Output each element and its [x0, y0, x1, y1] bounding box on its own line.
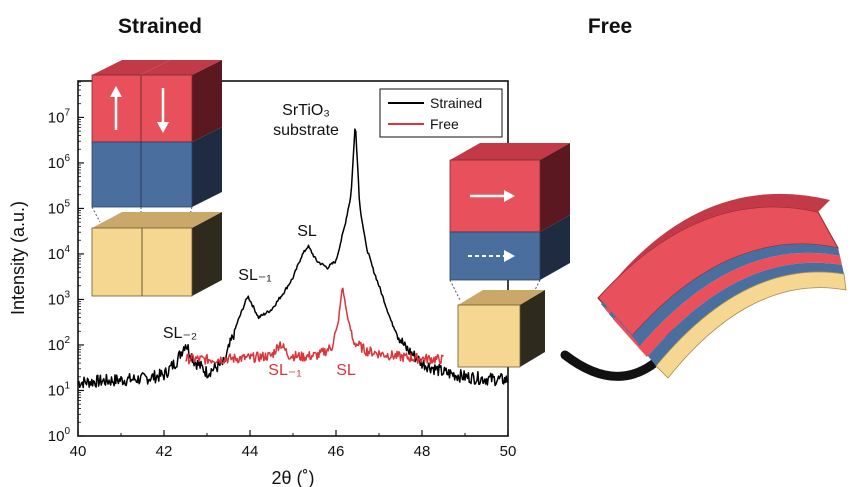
y-tick-label: 103	[48, 289, 71, 308]
y-tick-label: 105	[48, 198, 71, 217]
y-tick-label: 101	[48, 380, 71, 399]
y-tick-label: 107	[48, 107, 71, 126]
annotation-sl-minus1-strained: SL₋₁	[238, 267, 271, 284]
x-tick-label: 40	[70, 443, 87, 460]
y-tick-label: 100	[48, 426, 71, 445]
annotation-sl-minus1-free: SL₋₁	[268, 362, 301, 379]
legend-box	[379, 88, 503, 138]
annotation-substrate-line1: SrTiO₃	[282, 102, 330, 119]
legend: Strained Free	[379, 88, 503, 138]
x-tick-label: 48	[414, 443, 431, 460]
y-tick-label: 102	[48, 335, 71, 354]
series-free-line	[185, 287, 444, 365]
y-ticks: 100 101 102 103 104 105 106 107	[48, 81, 84, 445]
membrane-icon	[597, 193, 847, 379]
x-tick-label: 42	[156, 443, 173, 460]
heading-strained: Strained	[118, 15, 202, 38]
strained-cube-icon	[91, 60, 222, 297]
y-tick-label: 104	[48, 244, 71, 263]
x-tick-label: 50	[500, 443, 517, 460]
heading-free: Free	[588, 15, 632, 38]
y-tick-label: 106	[48, 153, 71, 172]
legend-label-free: Free	[430, 116, 459, 132]
annotation-sl-minus2-strained: SL₋₂	[163, 325, 197, 342]
x-axis-label: 2θ (˚)	[271, 468, 314, 487]
y-axis-label: Intensity (a.u.)	[8, 201, 28, 315]
free-cube-icon	[449, 143, 570, 368]
x-tick-label: 44	[242, 443, 259, 460]
plot-area	[78, 128, 508, 389]
annotation-sl-strained: SL	[297, 223, 317, 240]
annotation-substrate-line2: substrate	[273, 122, 339, 139]
annotation-sl-free: SL	[336, 362, 356, 379]
x-ticks: 40 42 44 46 48 50	[70, 430, 517, 460]
x-tick-label: 46	[328, 443, 345, 460]
legend-label-strained: Strained	[430, 95, 482, 111]
series-strained-line	[78, 128, 508, 389]
